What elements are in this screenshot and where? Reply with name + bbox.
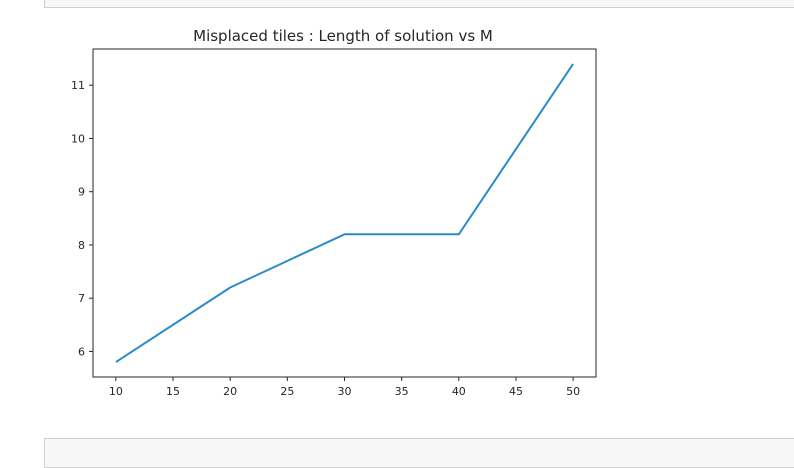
line-chart: Misplaced tiles : Length of solution vs … xyxy=(71,27,597,398)
x-tick-label: 40 xyxy=(452,385,466,398)
y-tick-label: 9 xyxy=(78,186,85,199)
y-tick-label: 11 xyxy=(71,79,85,92)
x-tick-label: 25 xyxy=(280,385,294,398)
series-lines xyxy=(115,63,574,363)
y-tick-label: 8 xyxy=(78,239,85,252)
x-tick-label: 10 xyxy=(109,385,123,398)
output-cell-top xyxy=(44,0,794,8)
plot-area-frame xyxy=(92,48,597,378)
series-line xyxy=(115,63,574,363)
x-tick-label: 20 xyxy=(223,385,237,398)
chart-title: Misplaced tiles : Length of solution vs … xyxy=(193,27,493,45)
x-tick-label: 30 xyxy=(338,385,352,398)
y-axis-ticks: 6 7 8 9 10 11 xyxy=(71,79,93,358)
x-axis-ticks: 10 15 20 25 30 35 40 45 50 xyxy=(109,377,580,398)
y-tick-label: 6 xyxy=(78,345,85,358)
x-tick-label: 15 xyxy=(166,385,180,398)
x-tick-label: 45 xyxy=(509,385,523,398)
y-tick-label: 7 xyxy=(78,292,85,305)
y-tick-label: 10 xyxy=(71,132,85,145)
x-tick-label: 50 xyxy=(566,385,580,398)
x-tick-label: 35 xyxy=(395,385,409,398)
